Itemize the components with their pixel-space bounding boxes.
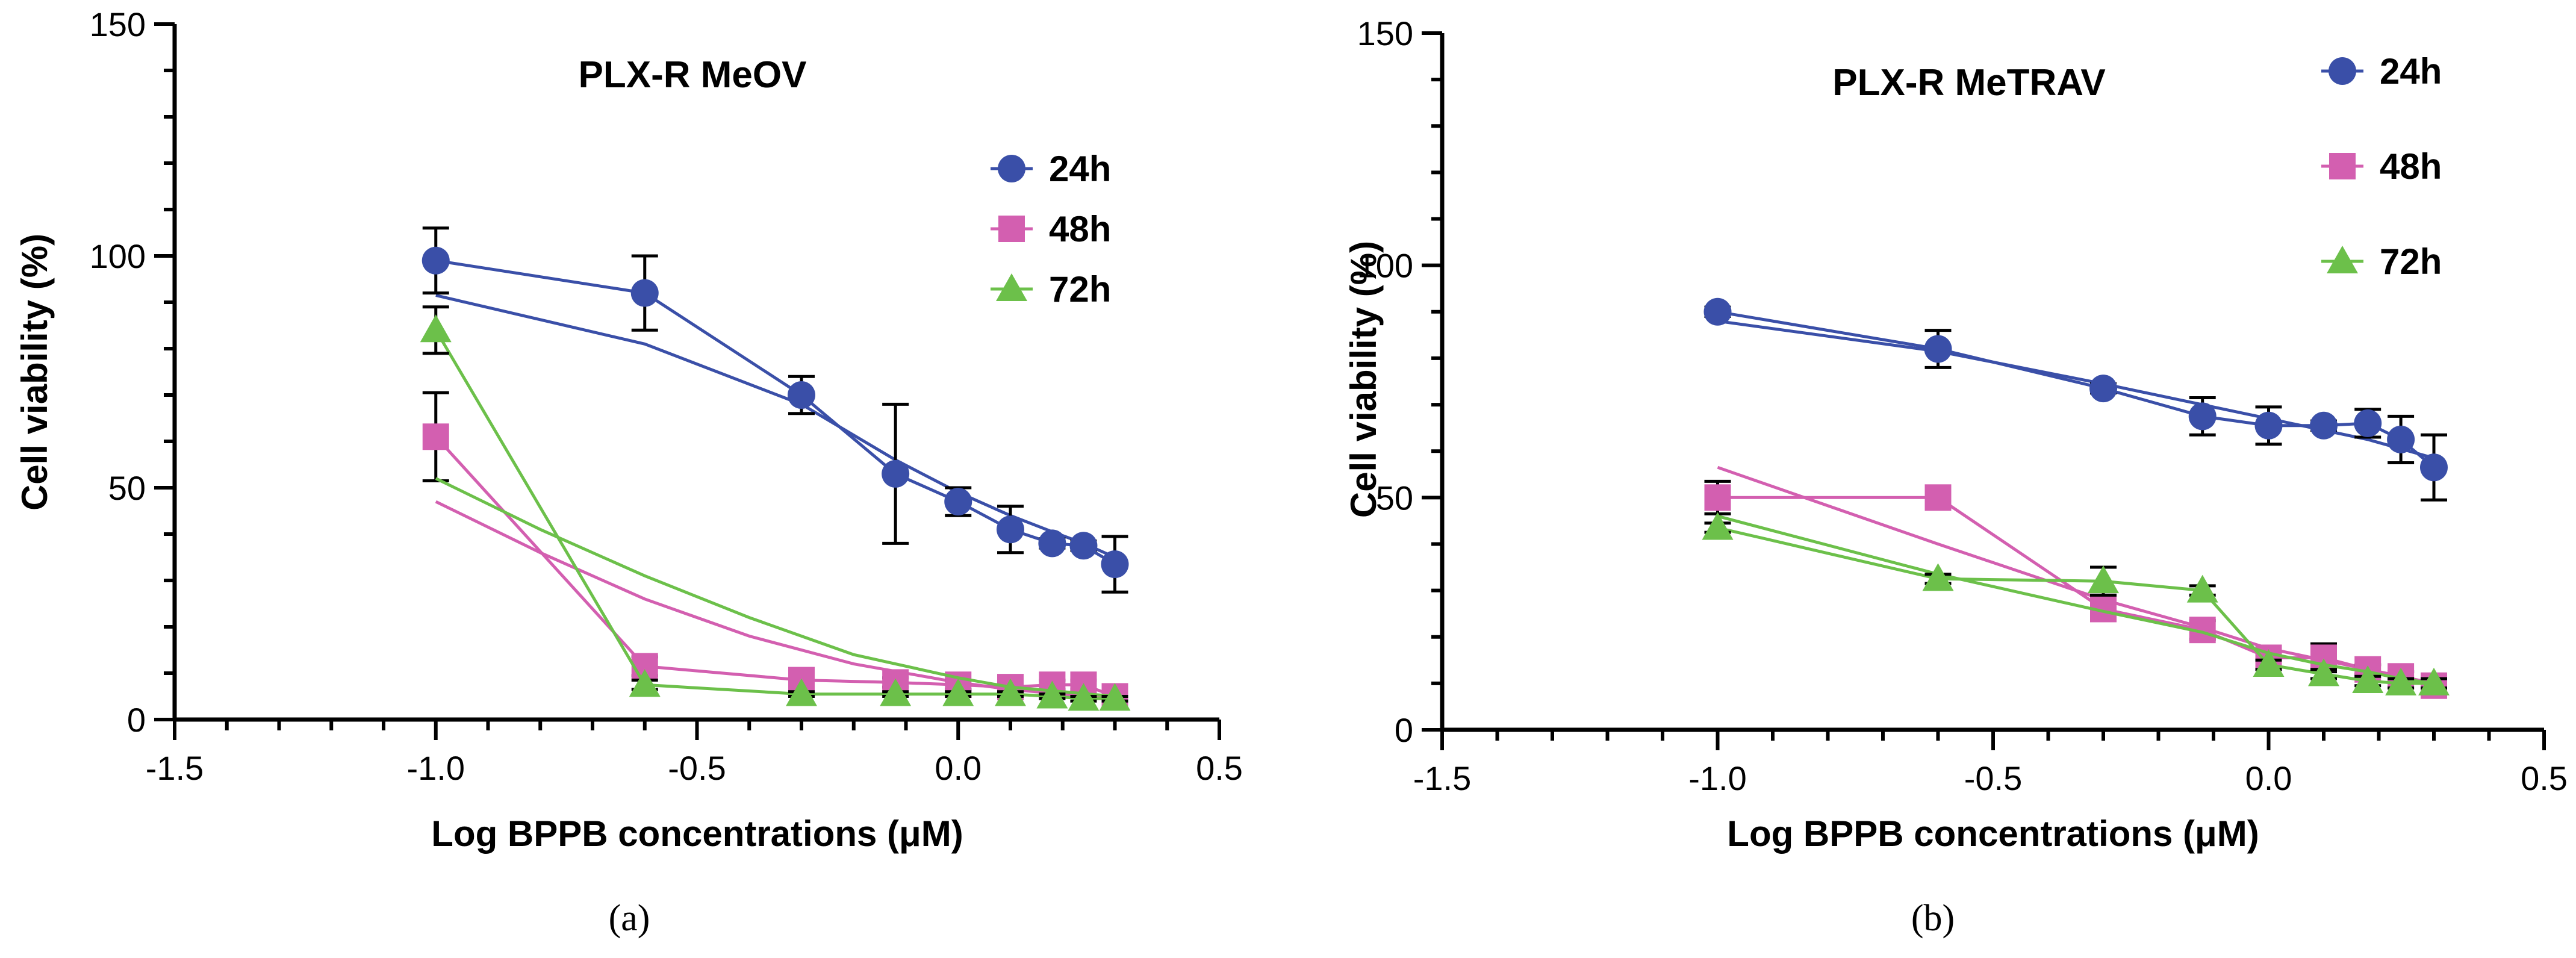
data-point [1068,683,1100,711]
y-tick-label: 0 [127,701,146,739]
x-tick-label: 0.5 [1196,749,1243,787]
y-axis-label: Cell viability (%) [1343,241,1384,518]
y-tick-label: 100 [1357,247,1413,285]
x-tick-label: -0.5 [1964,759,2023,797]
data-point [420,314,452,343]
data-point [995,678,1026,706]
data-point [629,669,661,697]
data-point [1924,335,1952,363]
legend-marker [996,273,1027,301]
data-point [1038,529,1066,558]
data-point [880,678,912,706]
data-point [944,488,972,516]
data-point [630,279,659,307]
data-point [2352,665,2384,694]
legend-item-48h: 48h [991,209,1111,249]
x-tick-label: 0.0 [2245,759,2292,797]
legend-item-24h: 24h [991,149,1111,189]
data-point [1101,550,1129,579]
legend-marker [2329,57,2356,85]
chart-panel-2: 0 50 100 150 -1.5 -1.0 -0.5 0.0 0.5 Cell viabilit… [1343,14,2568,939]
series-48h [1704,465,2447,699]
data-point [1922,563,1954,591]
series-72h [420,305,1131,711]
x-tick-label: -1.5 [146,749,204,787]
data-point [2088,565,2119,594]
series-24h [1703,297,2448,502]
data-point [2387,425,2415,453]
x-tick-label: 0.0 [935,749,982,787]
x-tick-label: -1.5 [1413,759,1472,797]
data-point [2354,409,2382,437]
x-tick-label: 0.5 [2521,759,2568,797]
legend-marker [2329,153,2356,179]
data-point [2089,375,2117,403]
series-72h [1702,512,2450,695]
data-point [2308,658,2339,686]
chart-panel-1: 0 50 100 150 -1.5 -1.0 -0.5 0.0 0.5 Cell viabilit… [14,5,1243,939]
x-axis-label: Log BPPB concentrations (μM) [1727,813,2259,854]
legend-marker [998,155,1025,182]
legend-label: 72h [1049,269,1111,309]
x-tick-label: -1.0 [1688,759,1747,797]
legend-item-72h: 72h [2321,241,2442,282]
legend-item-72h: 72h [991,269,1111,309]
data-point [2186,574,2218,603]
data-point [2310,411,2338,440]
series-data-line [434,435,1116,698]
data-point [2253,649,2285,677]
y-tick-label: 150 [1357,14,1413,52]
panel-caption: (b) [1911,898,1955,939]
legend-label: 72h [2380,241,2442,282]
chart-title: PLX-R MeOV [579,54,807,96]
data-point [1099,683,1131,711]
data-point [1702,512,1734,540]
y-tick-label: 50 [108,469,146,507]
panel-caption: (a) [609,898,650,939]
data-point [422,246,450,275]
data-point [942,678,974,706]
data-point [788,381,815,409]
y-tick-label: 100 [90,237,146,275]
data-point [2188,402,2217,431]
x-axis-label: Log BPPB concentrations (μM) [431,813,963,854]
x-tick-label: -1.0 [407,749,465,787]
data-point [1703,297,1732,326]
legend-marker [2327,246,2358,273]
series-fit-line [435,477,1115,698]
x-tick-label: -0.5 [668,749,726,787]
legend-marker [998,216,1025,242]
legend: 24h 48h 72h [2321,51,2442,282]
y-tick-label: 50 [1376,479,1413,517]
data-point [422,423,449,450]
series-24h [422,226,1129,594]
legend-label: 24h [2380,51,2442,92]
y-tick-label: 0 [1395,711,1413,749]
legend-label: 24h [1049,149,1111,189]
legend: 24h 48h 72h [991,149,1111,309]
data-point [1924,484,1952,511]
y-tick-label: 150 [90,5,146,43]
chart-title: PLX-R MeTRAV [1832,62,2106,104]
data-point [882,459,910,488]
data-point [2385,667,2417,695]
data-point [2254,411,2283,440]
data-point [1036,680,1068,709]
data-point [1704,484,1731,511]
y-axis-label: Cell viability (%) [14,234,55,511]
legend-item-48h: 48h [2321,146,2442,187]
data-point [997,515,1024,544]
data-point [2418,667,2450,695]
data-point [2420,453,2448,482]
legend-item-24h: 24h [2321,51,2442,92]
legend-label: 48h [2380,146,2442,187]
data-point [1069,532,1098,560]
legend-label: 48h [1049,209,1111,249]
data-point [786,678,817,706]
